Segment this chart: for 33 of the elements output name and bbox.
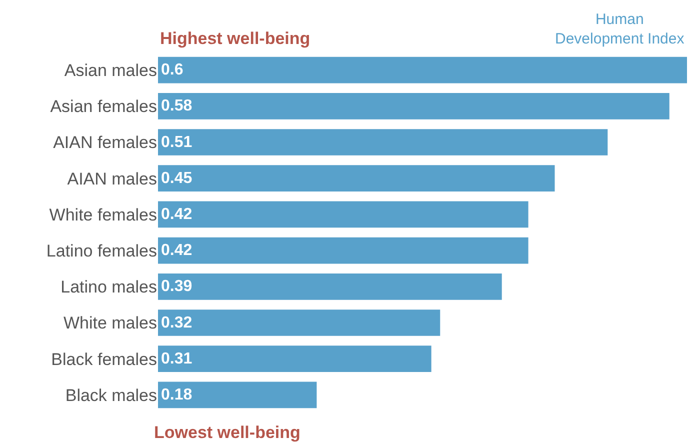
bar [158,129,608,156]
y-tick-label: Latino females [46,242,157,260]
text: Human Development Index [555,11,685,48]
data-label: 0.31 [161,350,192,368]
bar [158,56,687,84]
data-label: 0.39 [161,278,192,296]
bar [158,237,528,264]
bar [158,273,502,300]
y-tick-label: White females [49,205,157,224]
text: Highest well-being [160,29,310,48]
text: Lowest well-being [154,423,300,442]
bar [158,165,555,192]
y-tick-label: AIAN males [67,169,157,188]
data-label: 0.32 [161,314,192,332]
y-tick-label: AIAN females [53,133,157,152]
data-label: 0.51 [161,134,192,151]
y-tick-label: Black males [65,386,157,405]
bar [158,92,670,120]
y-tick-label: Asian males [64,61,157,80]
data-label: 0.42 [161,206,192,223]
data-label: 0.45 [161,170,192,187]
bar [158,346,432,372]
y-tick-label: Latino males [60,278,157,297]
bar [158,201,528,228]
data-label: 0.6 [161,62,184,79]
y-tick-label: White males [63,314,157,333]
bar [158,382,317,408]
data-label: 0.42 [161,242,192,260]
y-tick-label: Asian females [50,97,157,116]
data-label: 0.58 [161,98,192,115]
data-label: 0.18 [161,386,192,404]
bar [158,310,440,336]
y-tick-label: Black females [51,350,157,369]
